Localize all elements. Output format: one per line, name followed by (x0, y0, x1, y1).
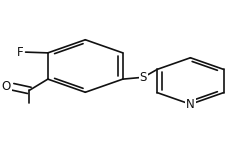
Text: O: O (2, 80, 11, 93)
Text: F: F (16, 46, 23, 59)
Text: N: N (185, 98, 194, 111)
Text: S: S (139, 71, 146, 84)
